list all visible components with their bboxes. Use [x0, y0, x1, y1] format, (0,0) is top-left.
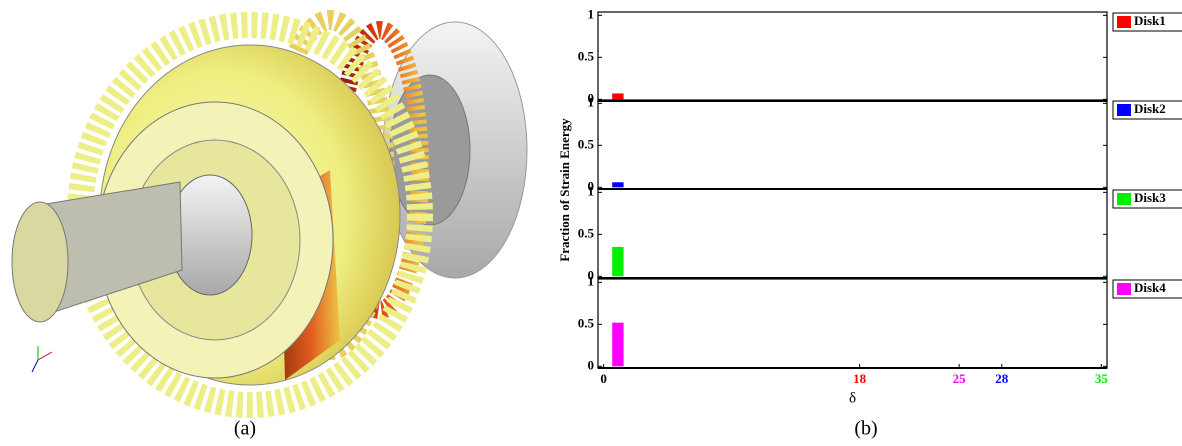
y-tick-label: 0: [588, 357, 595, 372]
plot-frame: [597, 278, 1108, 369]
bar: [612, 93, 624, 100]
plot-frame: [597, 11, 1108, 102]
legend-marker: [1117, 193, 1131, 205]
plot-frame: [597, 188, 1108, 279]
legend-label: Disk4: [1134, 280, 1166, 295]
x-tick-label: 25: [953, 371, 967, 386]
plot-frame: [597, 99, 1108, 190]
y-tick-label: 0.5: [578, 48, 595, 63]
y-tick-label: 0.5: [578, 136, 595, 151]
bar: [612, 182, 624, 188]
y-tick-label: 0.5: [578, 315, 595, 330]
legend-marker: [1117, 104, 1131, 116]
caption: (b): [854, 418, 877, 440]
x-tick-label: 0: [600, 371, 607, 386]
legend-marker: [1117, 283, 1131, 295]
y-tick-label: 1: [588, 6, 595, 21]
y-tick-label: 1: [588, 273, 595, 288]
legend-label: Disk3: [1134, 190, 1166, 205]
y-tick-label: 0: [588, 90, 595, 105]
turbine-render: [11, 10, 528, 418]
x-tick-label: 18: [853, 371, 867, 386]
legend-marker: [1117, 16, 1131, 28]
legend-label: Disk2: [1134, 101, 1166, 116]
x-tick-label: 35: [1095, 371, 1109, 386]
y-axis-label: Fraction of Strain Energy: [557, 118, 572, 262]
legend-label: Disk1: [1134, 13, 1166, 28]
y-tick-label: 1: [588, 183, 595, 198]
y-tick-label: 0: [588, 267, 595, 282]
y-tick-label: 0: [588, 178, 595, 193]
bar: [612, 322, 624, 367]
y-tick-label: 0.5: [578, 225, 595, 240]
caption: (a): [234, 418, 256, 440]
y-tick-label: 1: [588, 94, 595, 109]
x-axis-label: δ: [849, 390, 856, 406]
x-tick-label: 28: [995, 371, 1009, 386]
bar: [612, 246, 624, 277]
